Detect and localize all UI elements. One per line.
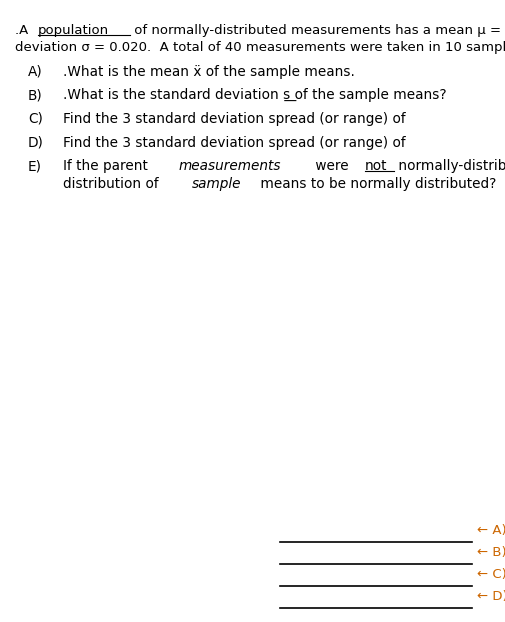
Text: ← C): ← C) bbox=[477, 568, 505, 581]
Text: were: were bbox=[311, 159, 352, 174]
Text: .What is the mean ẍ of the sample means.: .What is the mean ẍ of the sample means. bbox=[63, 65, 355, 79]
Text: E): E) bbox=[28, 159, 42, 174]
Text: ← B): ← B) bbox=[477, 546, 505, 559]
Text: not: not bbox=[365, 159, 387, 174]
Text: .What is the standard deviation s͟ of the sample means?: .What is the standard deviation s͟ of th… bbox=[63, 88, 447, 103]
Text: means to be normally distributed?  Why or why not.: means to be normally distributed? Why or… bbox=[256, 177, 505, 192]
Text: C): C) bbox=[28, 112, 42, 126]
Text: B): B) bbox=[28, 88, 42, 103]
Text: D): D) bbox=[28, 136, 43, 150]
Text: deviation σ = 0.020.  A total of 40 measurements were taken in 10 samples of siz: deviation σ = 0.020. A total of 40 measu… bbox=[15, 41, 505, 54]
Text: sample: sample bbox=[192, 177, 242, 192]
Text: measurements: measurements bbox=[178, 159, 281, 174]
Text: If the parent: If the parent bbox=[63, 159, 153, 174]
Text: Find the 3 standard deviation spread (or range) of: Find the 3 standard deviation spread (or… bbox=[63, 112, 410, 126]
Text: .A: .A bbox=[15, 24, 33, 37]
Text: Find the 3 standard deviation spread (or range) of: Find the 3 standard deviation spread (or… bbox=[63, 136, 410, 150]
Text: of normally-distributed measurements has a mean μ = 2.850 and standard: of normally-distributed measurements has… bbox=[129, 24, 505, 37]
Text: A): A) bbox=[28, 65, 42, 79]
Text: ← D): ← D) bbox=[477, 590, 505, 603]
Text: ← A): ← A) bbox=[477, 524, 505, 537]
Text: distribution of: distribution of bbox=[63, 177, 163, 192]
Text: normally-distributed, would you expect the: normally-distributed, would you expect t… bbox=[394, 159, 505, 174]
Text: population: population bbox=[38, 24, 109, 37]
